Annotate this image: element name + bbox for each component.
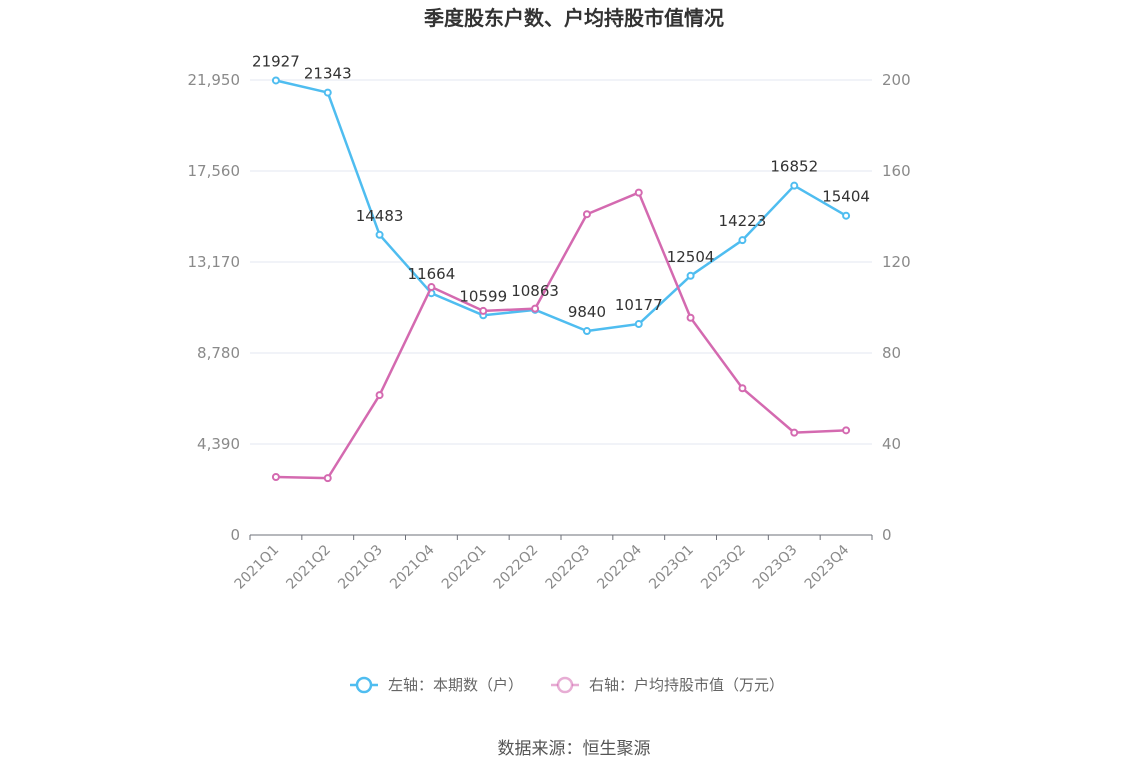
x-axis-tick-label: 2021Q4 — [387, 542, 438, 593]
data-point — [686, 271, 695, 280]
left-axis-tick-label: 21,950 — [188, 71, 241, 89]
data-label: 14483 — [356, 207, 404, 225]
x-axis-tick-label: 2023Q4 — [802, 542, 853, 593]
data-point — [375, 230, 384, 239]
data-point — [686, 313, 695, 322]
left-axis-tick-label: 8,780 — [197, 344, 240, 362]
legend[interactable]: 左轴：本期数（户） 右轴：户均持股市值（万元） — [350, 676, 784, 694]
axes: 0 4,390 8,780 13,170 17,560 21,950 0 40 80 120 160… — [188, 71, 911, 593]
data-point — [271, 76, 280, 85]
right-axis-tick-label: 200 — [882, 71, 911, 89]
data-point — [582, 210, 591, 219]
data-point — [323, 474, 332, 483]
right-axis-tick-label: 40 — [882, 435, 901, 453]
x-axis-tick-label: 2022Q1 — [439, 542, 490, 593]
data-point — [271, 472, 280, 481]
right-axis-tick-label: 160 — [882, 162, 911, 180]
x-axis-tick-label: 2023Q3 — [750, 542, 801, 593]
data-label: 11664 — [408, 265, 456, 283]
left-axis-tick-label: 0 — [230, 526, 240, 544]
data-point — [323, 88, 332, 97]
left-axis-tick-label: 13,170 — [188, 253, 241, 271]
chart-title: 季度股东户数、户均持股市值情况 — [423, 6, 724, 30]
legend-marker-icon — [556, 676, 574, 694]
data-point — [790, 428, 799, 437]
right-axis-tick-label: 80 — [882, 344, 901, 362]
data-point — [842, 211, 851, 220]
data-point — [738, 236, 747, 245]
x-axis-tick-label: 2023Q2 — [698, 542, 749, 593]
data-point — [531, 304, 540, 313]
x-axis-tick-label: 2021Q3 — [335, 542, 386, 593]
data-label: 9840 — [568, 303, 606, 321]
legend-item[interactable]: 左轴：本期数（户） — [350, 676, 523, 694]
data-point — [375, 391, 384, 400]
series-line-avg-value — [275, 191, 847, 480]
data-label: 15404 — [822, 188, 870, 206]
series-line-holders — [275, 79, 847, 333]
data-point — [634, 188, 643, 197]
x-axis-tick-label: 2022Q3 — [543, 542, 594, 593]
x-axis-tick-label: 2021Q2 — [283, 542, 334, 593]
data-label: 10863 — [511, 282, 559, 300]
x-axis-tick-label: 2023Q1 — [646, 542, 697, 593]
right-axis-tick-label: 120 — [882, 253, 911, 271]
data-point — [427, 283, 436, 292]
data-point — [842, 426, 851, 435]
data-point — [634, 320, 643, 329]
data-label: 12504 — [667, 248, 715, 266]
data-label: 16852 — [770, 158, 818, 176]
x-axis-tick-label: 2021Q1 — [232, 542, 283, 593]
left-axis-tick-label: 17,560 — [188, 162, 241, 180]
source-note: 数据来源：恒生聚源 — [498, 739, 651, 759]
data-point — [479, 306, 488, 315]
right-axis-tick-label: 0 — [882, 526, 892, 544]
legend-label: 右轴：户均持股市值（万元） — [589, 676, 784, 694]
data-label: 10599 — [459, 287, 507, 305]
data-point — [790, 181, 799, 190]
data-label: 21343 — [304, 65, 352, 83]
x-axis-tick-label: 2022Q2 — [491, 542, 542, 593]
data-point — [738, 384, 747, 393]
legend-marker-icon — [355, 676, 373, 694]
left-axis-tick-label: 4,390 — [197, 435, 240, 453]
series-layer — [271, 76, 851, 483]
data-label: 21927 — [252, 52, 300, 70]
x-axis-tick-label: 2022Q4 — [594, 542, 645, 593]
legend-item[interactable]: 右轴：户均持股市值（万元） — [551, 676, 784, 694]
legend-label: 左轴：本期数（户） — [388, 676, 523, 694]
data-label: 10177 — [615, 296, 663, 314]
data-label: 14223 — [719, 212, 767, 230]
data-point — [582, 327, 591, 336]
